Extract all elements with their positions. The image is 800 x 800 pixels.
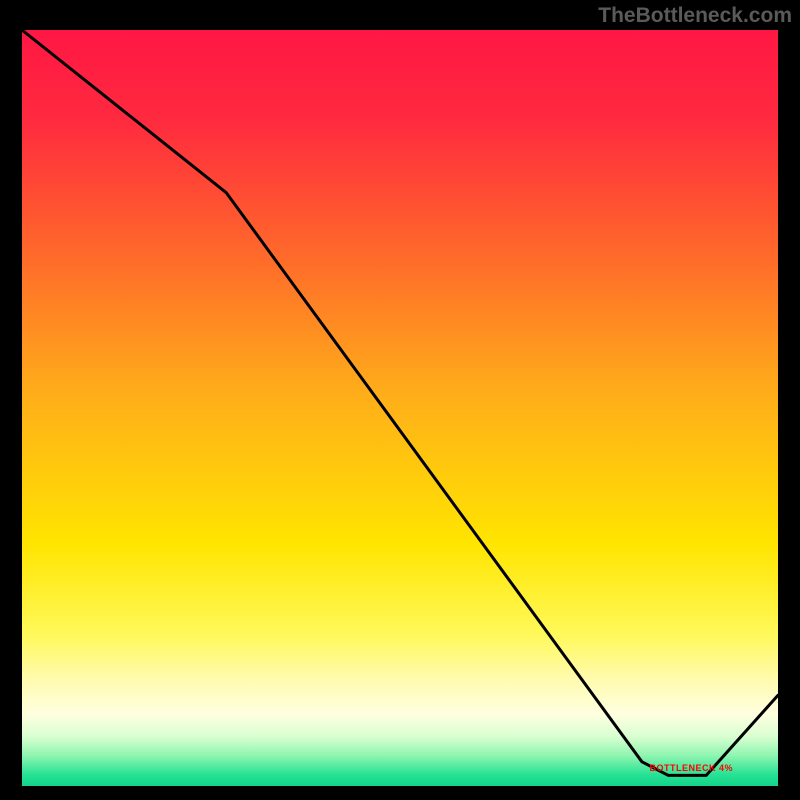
bottleneck-chart: BOTTLENECK 4% xyxy=(22,30,778,786)
chart-curve xyxy=(22,30,778,786)
watermark: TheBottleneck.com xyxy=(598,4,792,28)
bottleneck-value-label: BOTTLENECK 4% xyxy=(649,763,733,773)
